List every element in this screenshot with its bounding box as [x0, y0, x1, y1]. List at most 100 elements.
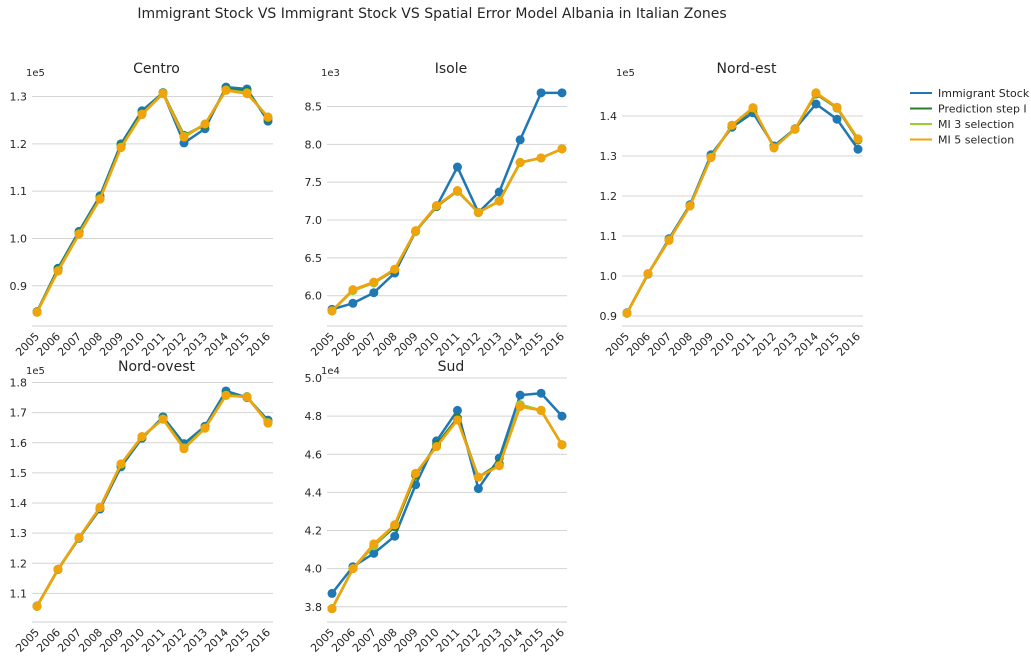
x-tick-label: 2016: [834, 330, 863, 359]
y-axis-multiplier: 1e5: [616, 68, 635, 79]
data-point: [32, 601, 42, 611]
data-point: [494, 461, 504, 471]
data-point: [790, 124, 800, 134]
y-tick-label: 1.3: [10, 91, 28, 104]
data-point: [348, 564, 358, 574]
data-point: [263, 112, 273, 122]
y-tick-label: 1.8: [10, 377, 28, 390]
data-point: [536, 88, 546, 98]
y-tick-label: 0.9: [10, 280, 28, 293]
subplot-sud: 3.84.04.24.44.64.85.02005200620072008200…: [305, 359, 568, 655]
data-point: [536, 388, 546, 398]
data-point: [536, 153, 546, 163]
series-prediction-step-i: [32, 390, 273, 611]
series-line: [625, 92, 860, 314]
series-immigrant-stock: [32, 82, 273, 317]
y-axis-multiplier: 1e5: [26, 366, 45, 377]
y-tick-label: 1.3: [10, 527, 28, 540]
data-point: [200, 423, 210, 433]
series-prediction-step-i: [327, 144, 567, 316]
data-point: [811, 99, 821, 109]
x-tick-label: 2016: [538, 330, 567, 359]
data-point: [390, 264, 400, 274]
data-point: [515, 135, 525, 145]
data-point: [221, 85, 231, 95]
y-tick-label: 1.5: [10, 467, 28, 480]
series-line: [35, 389, 269, 607]
series-mi-5-selection: [32, 85, 273, 317]
data-point: [432, 442, 442, 452]
x-tick-label: 2016: [244, 626, 273, 655]
data-point: [53, 564, 63, 574]
y-tick-label: 1.0: [10, 232, 28, 245]
y-tick-label: 7.0: [305, 214, 323, 227]
legend-label: Prediction step I: [938, 103, 1027, 116]
data-point: [452, 405, 462, 415]
data-point: [179, 444, 189, 454]
data-point: [32, 307, 42, 317]
data-point: [664, 235, 674, 245]
subplot-nord-est: 0.91.01.11.21.31.42005200620072008200920…: [600, 61, 864, 359]
data-point: [242, 392, 252, 402]
data-point: [137, 431, 147, 441]
data-point: [622, 308, 632, 318]
y-axis-multiplier: 1e3: [321, 68, 340, 79]
legend-label: MI 3 selection: [938, 118, 1014, 131]
y-tick-label: 1.2: [10, 138, 28, 151]
y-tick-label: 4.2: [305, 525, 323, 538]
y-tick-label: 1.1: [600, 230, 618, 243]
series-line: [331, 91, 562, 311]
series-line: [35, 89, 269, 313]
data-point: [327, 306, 337, 316]
data-point: [348, 285, 358, 295]
data-point: [536, 405, 546, 415]
data-point: [452, 162, 462, 172]
series-mi-3-selection: [622, 88, 863, 318]
y-tick-label: 1.4: [10, 497, 28, 510]
y-tick-label: 7.5: [305, 176, 323, 189]
y-tick-label: 1.1: [10, 587, 28, 600]
series-line: [35, 88, 269, 313]
subplot-nord-ovest: 1.11.21.31.41.51.61.71.82005200620072008…: [10, 359, 274, 655]
series-immigrant-stock: [327, 88, 567, 314]
y-tick-label: 0.9: [600, 310, 618, 323]
data-point: [473, 472, 483, 482]
data-point: [494, 187, 504, 197]
data-point: [74, 229, 84, 239]
series-immigrant-stock: [327, 388, 567, 598]
series-line: [625, 91, 860, 314]
y-tick-label: 4.4: [305, 486, 323, 499]
data-point: [390, 531, 400, 541]
series-immigrant-stock: [32, 386, 273, 611]
y-tick-label: 6.0: [305, 290, 323, 303]
subplot-isole: 6.06.57.07.58.08.52005200620072008200920…: [305, 61, 568, 359]
legend-item: MI 5 selection: [910, 134, 1014, 147]
data-point: [832, 102, 842, 112]
data-point: [137, 110, 147, 120]
y-tick-label: 1.6: [10, 437, 28, 450]
y-tick-label: 1.2: [600, 190, 618, 203]
subplot-title: Sud: [438, 359, 465, 375]
series-prediction-step-i: [32, 84, 273, 317]
series-mi-5-selection: [622, 88, 863, 318]
series-line: [330, 405, 564, 610]
legend: Immigrant Stock Prediction step I MI 3 sel…: [910, 87, 1030, 147]
y-axis-multiplier: 1e5: [26, 68, 45, 79]
data-point: [411, 226, 421, 236]
figure-title: Immigrant Stock VS Immigrant Stock VS Sp…: [137, 6, 726, 22]
data-point: [853, 134, 863, 144]
data-point: [369, 539, 379, 549]
legend-item: MI 3 selection: [910, 118, 1014, 131]
data-point: [853, 144, 863, 154]
data-point: [452, 186, 462, 196]
y-tick-label: 1.7: [10, 407, 28, 420]
data-point: [557, 144, 567, 154]
data-point: [116, 459, 126, 469]
data-point: [557, 440, 567, 450]
data-point: [515, 158, 525, 168]
y-tick-label: 8.5: [305, 100, 323, 113]
data-point: [727, 120, 737, 130]
y-tick-label: 8.0: [305, 138, 323, 151]
data-point: [832, 114, 842, 124]
